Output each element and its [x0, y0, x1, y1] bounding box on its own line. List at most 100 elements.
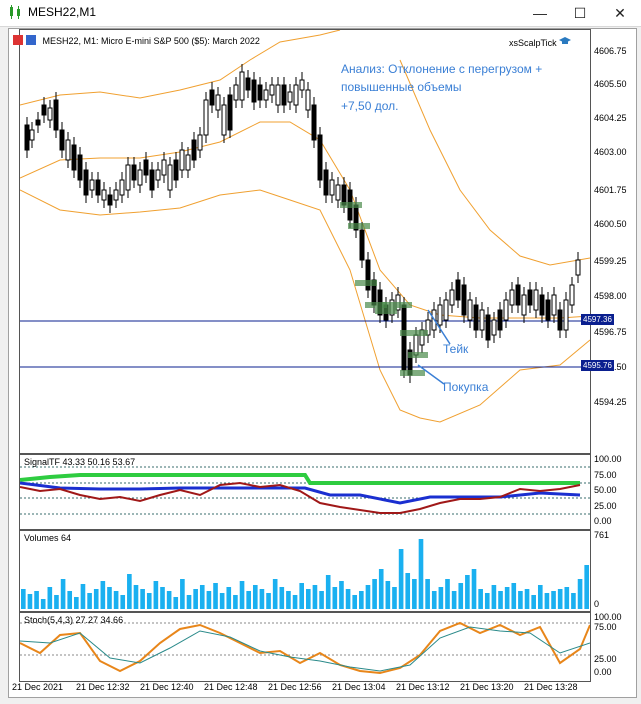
bull-candle	[197, 134, 203, 151]
volume-bar	[325, 575, 331, 609]
volume-bar	[74, 597, 79, 609]
bear-candle	[209, 89, 215, 106]
volume-profile-bar	[340, 202, 362, 208]
price-pane[interactable]	[19, 29, 591, 454]
bull-candle	[167, 164, 173, 191]
analysis-line-1: Анализ: Отклонение с перегрузом +	[341, 62, 543, 76]
volume-bar	[551, 591, 556, 609]
bull-candle	[305, 89, 311, 111]
bear-candle	[131, 164, 137, 181]
bull-candle	[503, 299, 509, 321]
volume-bar	[511, 583, 517, 609]
volume-bar	[286, 591, 291, 609]
price-tick-label: 4596.75	[594, 327, 627, 337]
volume-profile-bar	[400, 330, 428, 336]
bear-candle	[359, 229, 365, 261]
volume-bar	[385, 581, 391, 609]
bull-candle	[263, 89, 269, 101]
bear-candle	[53, 99, 59, 131]
bull-candle	[185, 154, 191, 171]
signal-axis: 100.00 75.00 50.00 25.00 0.00	[590, 454, 636, 528]
bull-candle	[575, 259, 581, 276]
chart-type-icon	[13, 35, 36, 45]
maximize-button[interactable]: ☐	[573, 5, 587, 21]
volume-bar	[299, 583, 304, 609]
volume-bar	[193, 589, 198, 609]
volume-bar	[219, 593, 225, 609]
volume-bar	[378, 569, 384, 609]
price-tick-label: 4603.00	[594, 147, 627, 157]
bull-candle	[287, 91, 293, 103]
bear-candle	[107, 194, 113, 206]
bear-candle	[83, 169, 89, 196]
volume-bar	[107, 587, 112, 609]
volume-bar	[312, 585, 318, 609]
bear-candle	[227, 94, 233, 131]
volume-bar	[445, 579, 450, 609]
volume-bar	[21, 589, 26, 609]
price-tick-label: 4606.75	[594, 46, 627, 56]
volume-bar	[345, 589, 351, 609]
volume-bar	[398, 549, 404, 609]
bear-candle	[311, 104, 317, 141]
time-tick-label: 21 Dec 2021	[12, 682, 64, 692]
signal-line-blue	[20, 481, 581, 505]
volume-bar	[392, 587, 397, 609]
price-axis: 4606.75 4605.50 4604.25 4603.00 4601.75 4600.…	[590, 29, 636, 452]
stochastic-axis: 100.00 75.00 25.00 0.00	[590, 612, 636, 680]
bear-candle	[365, 259, 371, 291]
bull-candle	[491, 319, 497, 336]
bear-candle	[77, 154, 83, 181]
bull-candle	[221, 104, 227, 136]
volume-axis: 761 0	[590, 530, 636, 610]
close-button[interactable]: ✕	[614, 5, 626, 21]
volume-bar	[531, 595, 536, 609]
signal-tick-label: 100.00	[594, 454, 622, 464]
signal-tick-label: 75.00	[594, 470, 617, 480]
bear-candle	[473, 304, 479, 331]
stochastic-pane[interactable]: Stoch(5,4,3) 27.27 34.66	[19, 612, 591, 682]
bear-candle	[545, 299, 551, 321]
bull-candle	[215, 94, 221, 111]
bear-candle	[257, 84, 263, 101]
volume-bar	[93, 589, 99, 609]
bear-candle	[251, 79, 257, 103]
bear-candle	[557, 309, 563, 331]
indicator-name: xsScalpTick	[509, 38, 557, 48]
volume-bar	[252, 585, 258, 609]
window-title: MESH22,M1	[28, 5, 97, 19]
price-tick-label: 4601.75	[594, 185, 627, 195]
volume-tick-label: 761	[594, 530, 610, 540]
volume-bar	[34, 591, 39, 609]
time-tick-label: 21 Dec 12:40	[140, 682, 194, 692]
volume-bar	[160, 587, 165, 609]
title-bar: MESH22,M1 — ☐ ✕	[0, 0, 641, 27]
volume-bar	[484, 593, 490, 609]
bull-candle	[179, 149, 185, 171]
volume-bar	[27, 594, 33, 609]
band-upper	[399, 59, 590, 266]
bull-candle	[119, 179, 125, 196]
stochastic-tick-label: 0.00	[594, 667, 612, 677]
volume-bar	[471, 569, 477, 609]
volume-bar	[87, 593, 92, 609]
time-tick-label: 21 Dec 13:20	[460, 682, 514, 692]
time-tick-label: 21 Dec 13:28	[524, 682, 578, 692]
bear-candle	[35, 119, 41, 126]
volume-pane[interactable]: Volumes 64	[19, 530, 591, 612]
minimize-button[interactable]: —	[533, 5, 547, 21]
chart-window-icon	[10, 5, 20, 19]
signal-pane[interactable]: SignalTF 43.33 50.16 53.67	[19, 454, 591, 530]
volume-bar	[80, 584, 86, 609]
volume-bar	[365, 585, 371, 609]
bear-candle	[245, 77, 251, 91]
stochastic-main-line	[20, 621, 590, 675]
analysis-line-2: повышенные объемы	[341, 80, 462, 94]
bull-candle	[125, 164, 131, 191]
bear-candle	[149, 169, 155, 191]
bear-candle	[281, 84, 287, 106]
volume-bar	[279, 587, 285, 609]
volume-profile-bar	[382, 302, 412, 308]
volume-bar	[571, 593, 576, 609]
chart-window[interactable]: MESH22, M1: Micro E-mini S&P 500 ($5): M…	[8, 28, 637, 698]
